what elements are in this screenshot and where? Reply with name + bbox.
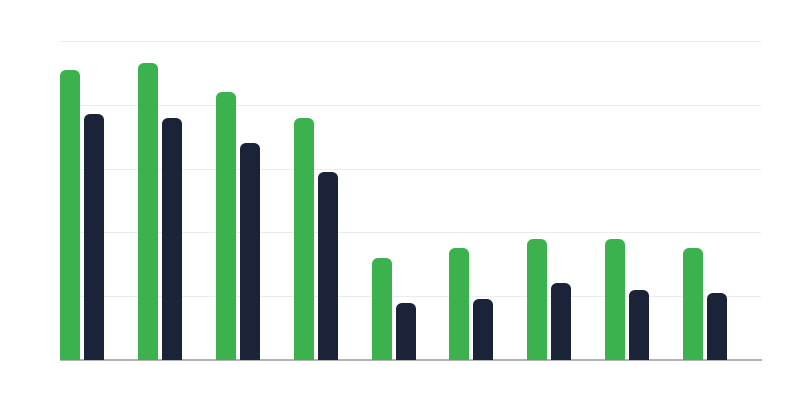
bar-dark-navy-4 xyxy=(317,171,338,360)
bar-dark-navy-6 xyxy=(473,299,494,360)
bar-dark-navy-1 xyxy=(84,114,104,360)
bar-green-9 xyxy=(683,248,703,360)
gridline xyxy=(60,104,761,106)
bar-green-5 xyxy=(371,257,392,360)
bar-dark-navy-2 xyxy=(161,117,182,360)
x-axis-line xyxy=(60,359,762,361)
gridline xyxy=(60,41,761,42)
gridline xyxy=(60,168,761,170)
bar-dark-navy-8 xyxy=(629,289,650,360)
bar-green-6 xyxy=(449,248,470,360)
bar-green-8 xyxy=(605,238,626,360)
bar-dark-navy-7 xyxy=(551,283,572,360)
gridline xyxy=(60,296,761,298)
bar-dark-navy-5 xyxy=(395,302,416,360)
bar-green-3 xyxy=(215,92,236,360)
bar-green-4 xyxy=(293,117,314,360)
gridline xyxy=(60,232,761,234)
bar-green-2 xyxy=(137,63,158,360)
plot-area xyxy=(60,41,761,360)
bar-dark-navy-3 xyxy=(239,143,260,360)
bar-green-1 xyxy=(60,69,80,360)
bar-green-7 xyxy=(527,238,548,360)
bar-dark-navy-9 xyxy=(707,293,727,360)
